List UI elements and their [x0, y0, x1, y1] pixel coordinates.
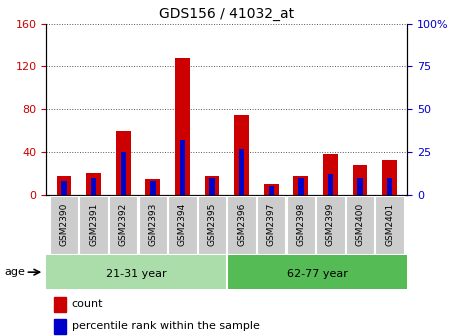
Text: GSM2391: GSM2391	[89, 202, 98, 246]
Bar	[205, 176, 219, 195]
Text: GSM2394: GSM2394	[178, 202, 187, 246]
Text: 62-77 year: 62-77 year	[287, 269, 348, 279]
FancyBboxPatch shape	[375, 196, 404, 254]
FancyBboxPatch shape	[168, 196, 197, 254]
Bar	[62, 181, 67, 195]
Text: age: age	[5, 267, 25, 277]
Bar	[116, 131, 131, 195]
Bar	[387, 178, 392, 195]
FancyBboxPatch shape	[138, 196, 167, 254]
Title: GDS156 / 41032_at: GDS156 / 41032_at	[159, 7, 294, 21]
FancyBboxPatch shape	[287, 196, 315, 254]
Bar	[353, 165, 368, 195]
Text: GSM2392: GSM2392	[119, 202, 128, 246]
FancyBboxPatch shape	[346, 196, 374, 254]
Text: GSM2395: GSM2395	[207, 202, 217, 246]
Bar	[175, 58, 190, 195]
Text: GSM2398: GSM2398	[296, 202, 306, 246]
FancyBboxPatch shape	[198, 196, 226, 254]
Text: GSM2397: GSM2397	[267, 202, 276, 246]
Bar	[294, 176, 308, 195]
Text: GSM2400: GSM2400	[356, 202, 364, 246]
FancyBboxPatch shape	[316, 196, 344, 254]
Bar	[269, 186, 274, 195]
Text: percentile rank within the sample: percentile rank within the sample	[72, 321, 259, 331]
Text: GSM2390: GSM2390	[60, 202, 69, 246]
FancyBboxPatch shape	[257, 196, 286, 254]
Bar	[54, 297, 66, 312]
FancyBboxPatch shape	[50, 196, 78, 254]
Bar	[298, 178, 304, 195]
FancyBboxPatch shape	[109, 196, 138, 254]
Bar	[234, 115, 249, 195]
Bar	[382, 160, 397, 195]
Bar	[264, 184, 279, 195]
Text: 21-31 year: 21-31 year	[106, 269, 167, 279]
Bar	[209, 178, 215, 195]
Text: GSM2396: GSM2396	[237, 202, 246, 246]
Bar	[46, 255, 227, 289]
Bar	[328, 174, 333, 195]
Bar	[150, 181, 156, 195]
Bar	[54, 319, 66, 334]
Text: GSM2401: GSM2401	[385, 202, 394, 246]
FancyBboxPatch shape	[227, 196, 256, 254]
Text: GSM2399: GSM2399	[326, 202, 335, 246]
Bar	[120, 152, 126, 195]
Bar	[239, 149, 244, 195]
Text: count: count	[72, 299, 103, 309]
Bar	[323, 154, 338, 195]
Bar	[145, 179, 160, 195]
Text: GSM2393: GSM2393	[148, 202, 157, 246]
Bar	[357, 178, 363, 195]
Bar	[91, 178, 96, 195]
Bar	[227, 255, 407, 289]
Bar	[180, 140, 185, 195]
Bar	[86, 173, 101, 195]
Bar	[56, 176, 71, 195]
FancyBboxPatch shape	[80, 196, 108, 254]
